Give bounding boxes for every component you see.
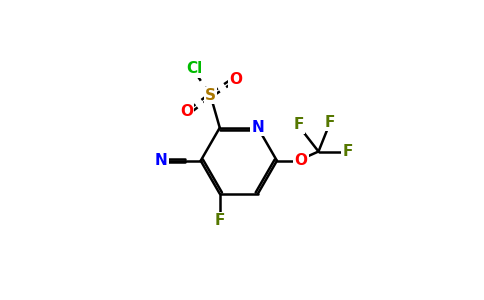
Text: O: O: [180, 104, 193, 119]
Text: F: F: [342, 144, 352, 159]
Text: O: O: [229, 72, 242, 87]
Text: F: F: [294, 117, 304, 132]
Text: S: S: [205, 88, 216, 103]
Text: F: F: [325, 115, 335, 130]
Text: N: N: [155, 153, 168, 168]
Text: O: O: [295, 153, 308, 168]
Text: F: F: [214, 213, 225, 228]
Text: Cl: Cl: [186, 61, 202, 76]
Text: N: N: [252, 120, 264, 135]
